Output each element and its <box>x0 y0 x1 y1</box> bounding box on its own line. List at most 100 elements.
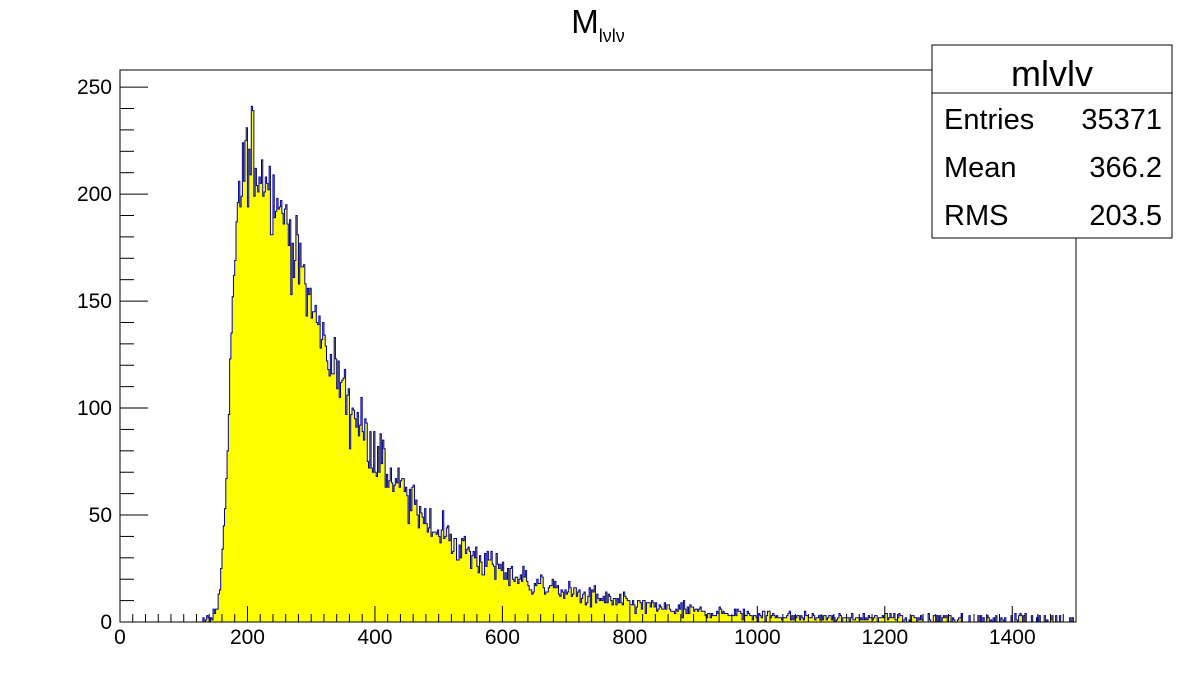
histogram-bar <box>577 592 580 622</box>
histogram-bar <box>632 600 634 622</box>
histogram-bar <box>394 485 396 622</box>
histogram-bar <box>814 619 817 622</box>
histogram-bar <box>884 613 887 622</box>
x-tick-label: 1400 <box>989 626 1036 649</box>
histogram-bar <box>386 474 388 622</box>
histogram-bar <box>242 142 244 622</box>
histogram-bar <box>555 587 558 622</box>
histogram-bar <box>710 617 712 622</box>
histogram-bar <box>462 540 465 622</box>
histogram-bar <box>306 316 308 622</box>
histogram-bar <box>286 224 289 622</box>
histogram-bar <box>354 418 357 622</box>
histogram-bar <box>872 619 874 622</box>
histogram-bar <box>267 189 270 622</box>
histogram-bar <box>455 538 457 622</box>
histogram-bar <box>772 613 775 622</box>
histogram-bar <box>600 598 603 622</box>
histogram-bar <box>549 585 552 622</box>
histogram-bar <box>958 617 961 622</box>
chart-title-subscript: lνlν <box>599 26 625 46</box>
histogram-bar <box>749 615 752 622</box>
histogram-bar <box>739 611 742 622</box>
histogram-bar <box>390 467 392 622</box>
y-tick-label: 0 <box>100 611 112 634</box>
histogram-bar <box>224 508 227 622</box>
histogram-bar <box>374 472 377 622</box>
histogram-bar <box>657 609 660 622</box>
histogram-bar <box>409 489 411 622</box>
histogram-bar <box>911 615 914 622</box>
histogram-bar <box>327 369 330 622</box>
histogram-bar <box>773 615 776 622</box>
histogram-bar <box>575 587 577 622</box>
histogram-bar <box>399 487 401 622</box>
histogram-bar <box>318 316 321 622</box>
histogram-bar <box>439 542 442 622</box>
histogram-bar <box>864 619 866 622</box>
histogram-bar <box>363 440 366 622</box>
histogram-bar <box>346 395 349 622</box>
histogram-bar <box>234 260 237 622</box>
histogram-bar <box>518 579 521 622</box>
histogram-bar <box>583 592 586 622</box>
histogram-bar <box>460 557 462 622</box>
histogram-bar <box>353 410 355 622</box>
histogram-bar <box>539 583 541 622</box>
histogram-bar <box>334 337 336 622</box>
histogram-bar <box>642 600 645 622</box>
histogram-bar <box>524 577 526 622</box>
histogram-bar <box>227 450 229 622</box>
histogram-bar <box>371 467 373 622</box>
histogram-bar <box>558 594 561 622</box>
histogram-bar <box>474 557 476 622</box>
histogram-bar <box>521 581 524 622</box>
histogram-bar <box>608 594 610 622</box>
histogram-bar <box>413 485 415 622</box>
histogram-bar <box>758 613 761 622</box>
histogram-bar <box>269 166 271 623</box>
y-tick-label: 100 <box>77 397 112 420</box>
histogram-bar <box>283 224 285 622</box>
histogram-bar <box>488 559 490 622</box>
histogram-bar <box>900 615 902 622</box>
histogram-bar <box>640 602 642 622</box>
histogram-bar <box>396 482 399 622</box>
histogram-bar <box>748 613 750 622</box>
histogram-bar <box>442 510 445 622</box>
histogram-bar <box>762 611 765 622</box>
histogram-bar <box>618 602 620 622</box>
histogram-bar <box>262 196 265 623</box>
x-tick-label: 600 <box>485 626 520 649</box>
histogram-bar <box>615 604 618 622</box>
histogram-bar <box>752 619 754 622</box>
histogram-bar <box>443 538 446 622</box>
histogram-bar <box>572 594 575 622</box>
histogram-bar <box>719 607 721 622</box>
histogram-bar <box>564 589 567 622</box>
histogram-bar <box>674 613 677 622</box>
histogram-bar <box>298 283 301 622</box>
histogram-bar <box>215 609 218 622</box>
histogram-bar <box>313 311 316 622</box>
histogram-bar <box>948 615 951 622</box>
histogram-bar <box>250 174 252 622</box>
y-tick-label: 50 <box>89 504 112 527</box>
histogram-bar <box>624 596 627 622</box>
histogram-bar <box>220 568 223 622</box>
histogram-bar <box>507 568 510 622</box>
histogram-bar <box>294 260 297 622</box>
histogram-bar <box>919 619 921 622</box>
histogram-bar <box>401 478 404 622</box>
histogram-bar <box>566 594 568 622</box>
stats-box: mlvlv Entries 35371 Mean 366.2 RMS 203.5 <box>931 44 1173 239</box>
histogram-bar <box>502 562 504 622</box>
histogram-bar <box>392 491 395 622</box>
histogram-bar <box>411 487 414 622</box>
histogram-bar <box>405 487 408 622</box>
histogram-bar <box>520 574 522 622</box>
histogram-bar <box>878 617 881 622</box>
histogram-bar <box>557 585 559 622</box>
histogram-bar <box>517 583 520 622</box>
